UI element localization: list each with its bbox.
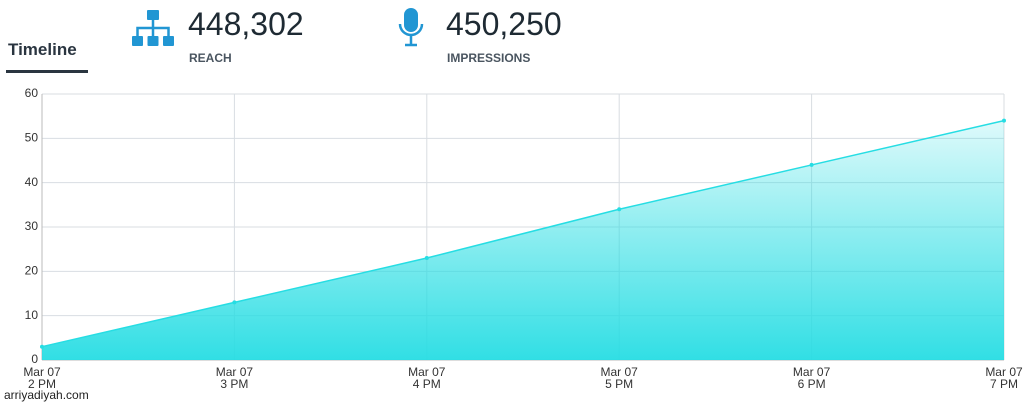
x-tick-label: Mar 07 7 PM [985, 365, 1023, 391]
y-tick-label: 60 [25, 86, 39, 100]
y-tick-label: 40 [25, 175, 39, 189]
x-tick-label: Mar 07 2 PM [23, 365, 61, 391]
point [617, 207, 622, 212]
watermark: arriyadiyah.com [4, 388, 89, 402]
point [1002, 118, 1006, 123]
tab-underline [6, 70, 88, 73]
area [42, 120, 1004, 360]
x-tick-label: Mar 07 5 PM [600, 365, 638, 391]
point [424, 256, 429, 261]
y-tick-label: 50 [25, 131, 39, 145]
line [41, 119, 1005, 348]
point [232, 300, 237, 305]
tab[interactable]: Timeline [8, 40, 77, 59]
reach-icon [132, 10, 174, 46]
y-tick-label: 10 [25, 308, 39, 322]
stat-label: IMPRESSIONS [447, 51, 531, 65]
x-tick-label: Mar 07 6 PM [792, 365, 831, 391]
x-tick-label: Mar 07 4 PM [408, 365, 446, 391]
stat-value: 448,302 [188, 6, 304, 42]
y-tick-label: 30 [25, 219, 39, 233]
impressions-icon [398, 8, 424, 47]
stat-label: REACH [189, 51, 232, 65]
point [40, 344, 44, 349]
y-tick-label: 0 [31, 352, 38, 366]
stat-value: 450,250 [446, 6, 562, 42]
x-tick-label: Mar 07 3 PM [215, 365, 254, 391]
y-tick-label: 20 [25, 264, 39, 278]
point [809, 162, 814, 167]
